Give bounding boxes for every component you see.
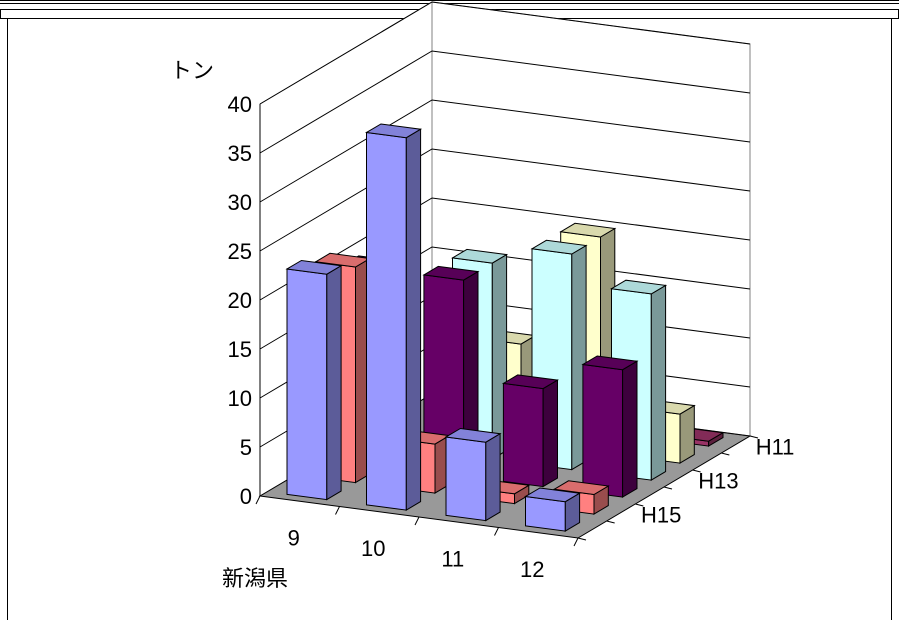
- y-tick-label: 5: [240, 435, 252, 460]
- x-tick-label: 10: [361, 536, 385, 561]
- bar-top: [609, 279, 668, 295]
- bar-front: [582, 363, 624, 498]
- depth-tick: [606, 520, 615, 524]
- bar-front: [286, 268, 328, 501]
- depth-tick: [749, 435, 759, 439]
- x-tick: [573, 537, 579, 547]
- bar: [581, 355, 639, 498]
- bar-side: [405, 128, 422, 511]
- bar-side: [679, 404, 695, 464]
- chart-labels: トン 新潟県 0 5 10 15 20 25 30 35 40 9 10 11 12 H11 H13 H15: [170, 58, 794, 591]
- bar-side: [326, 264, 342, 501]
- bar-top: [523, 487, 582, 503]
- bar: [422, 265, 480, 477]
- x-tick: [255, 495, 261, 505]
- bar-top: [530, 239, 588, 255]
- x-tick: [335, 506, 340, 515]
- y-tick-label: 40: [228, 92, 252, 117]
- gridline: [259, 50, 751, 154]
- bar-top: [552, 480, 610, 496]
- bar: [444, 427, 502, 522]
- gridline: [259, 1, 751, 105]
- bar-top: [422, 265, 480, 281]
- bar: [364, 123, 423, 511]
- x-axis-label: 新潟県: [222, 566, 288, 591]
- bar-front: [525, 495, 566, 532]
- bar: [285, 259, 343, 501]
- bar: [501, 374, 560, 488]
- bar-front: [445, 436, 487, 522]
- bar-front: [366, 131, 407, 511]
- gridline: [259, 148, 751, 252]
- depth-tick: [663, 486, 673, 490]
- y-tick-label: 0: [240, 484, 252, 509]
- x-tick-label: 11: [441, 546, 464, 571]
- bar-top: [559, 222, 617, 238]
- depth-label: H13: [698, 469, 738, 494]
- bar-top: [501, 374, 560, 390]
- depth-tick: [577, 537, 587, 541]
- y-tick-label: 30: [228, 190, 252, 215]
- y-axis-label: トン: [170, 58, 214, 83]
- gridline: [259, 99, 751, 203]
- depth-tick: [635, 503, 644, 507]
- bar-top: [581, 355, 639, 371]
- x-tick: [494, 527, 499, 536]
- y-tick-label: 25: [228, 239, 252, 264]
- bar-top: [364, 123, 423, 139]
- depth-tick: [692, 469, 701, 473]
- y-tick-label: 20: [228, 288, 252, 313]
- bar: [523, 487, 582, 532]
- x-tick-label: 9: [288, 525, 300, 550]
- y-tick-label: 15: [228, 337, 252, 362]
- bar-side: [622, 360, 638, 498]
- bar-front: [502, 382, 544, 488]
- bar-top: [450, 248, 509, 264]
- bar-top: [444, 427, 502, 443]
- chart-bars: [285, 123, 725, 532]
- x-tick: [414, 516, 420, 526]
- y-tick-label: 10: [228, 386, 252, 411]
- depth-label: H11: [756, 435, 795, 460]
- bar-side: [542, 379, 558, 488]
- depth-label: H15: [641, 503, 681, 528]
- x-tick-label: 12: [520, 557, 544, 582]
- bar-side: [650, 284, 667, 481]
- bar-top: [285, 259, 343, 275]
- bar-side: [485, 432, 501, 522]
- depth-tick: [721, 452, 730, 456]
- y-tick-label: 35: [228, 141, 252, 166]
